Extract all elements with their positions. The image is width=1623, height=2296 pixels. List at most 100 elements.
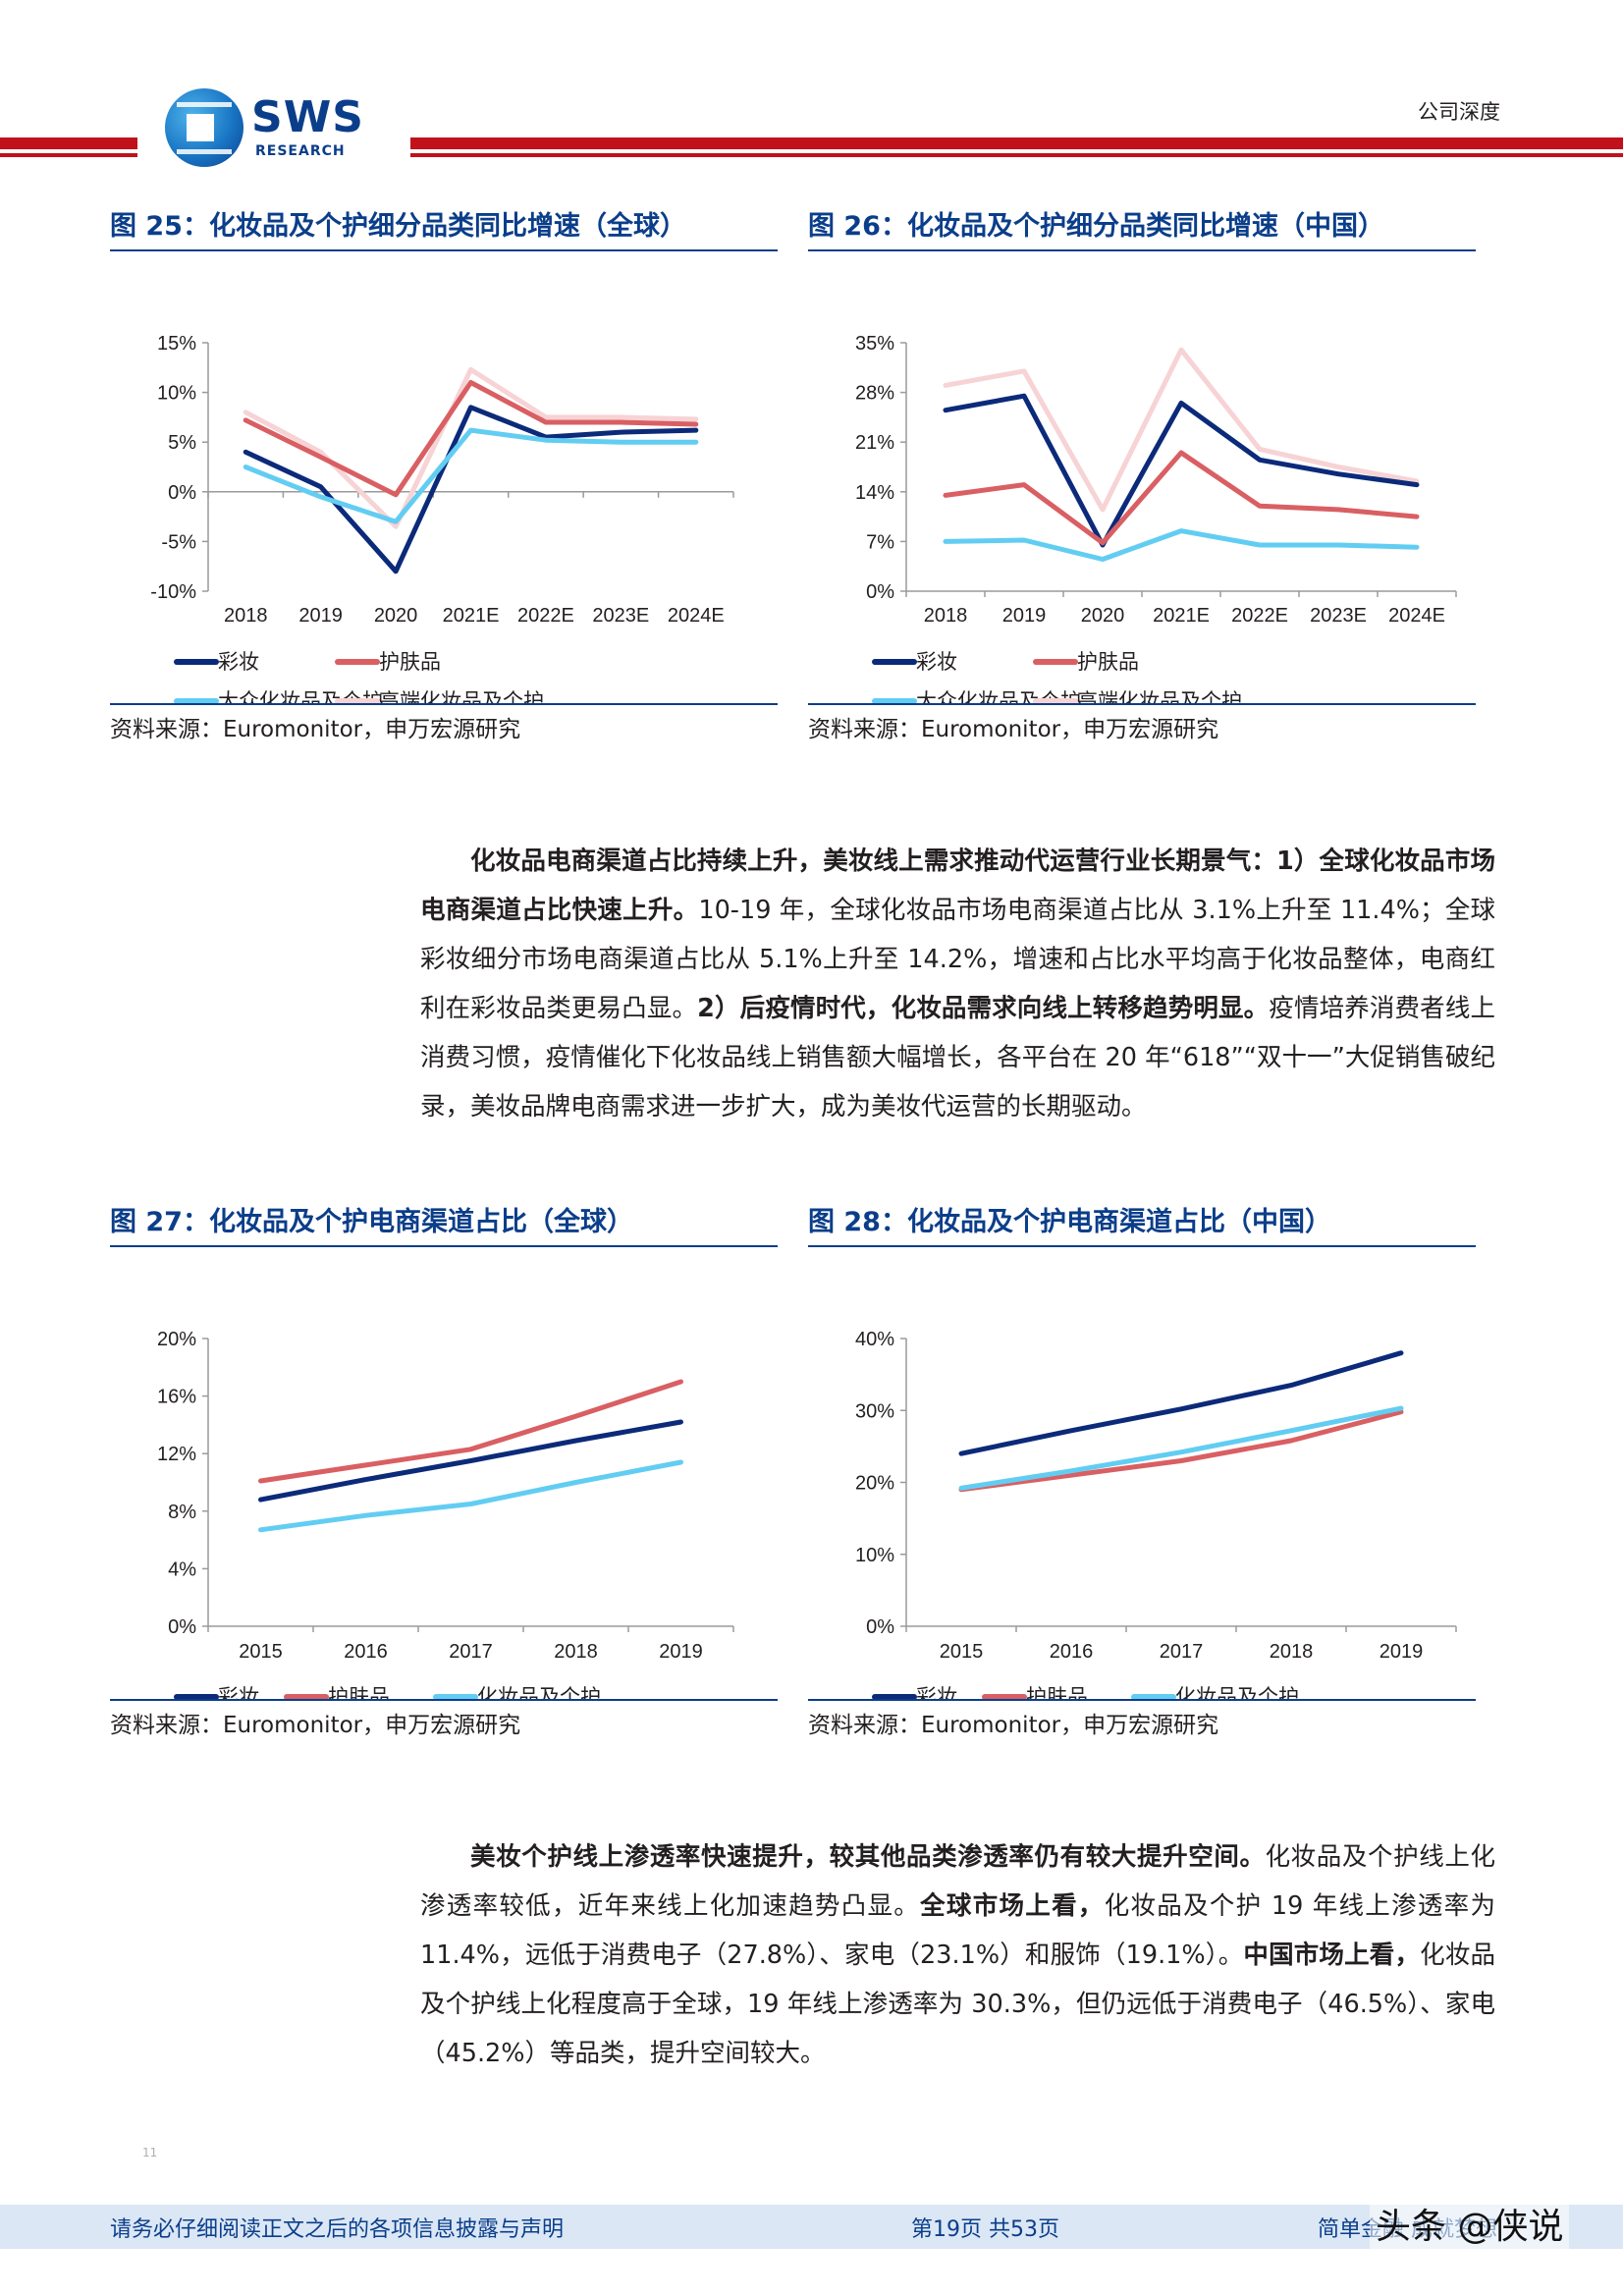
series-line-mass bbox=[943, 528, 1420, 562]
legend-label: 彩妆 bbox=[218, 650, 259, 674]
y-tick-label: 7% bbox=[866, 531, 894, 553]
line-chart: 40% 30% 20% 10% 0% 2015 2016 2017 2018 2019 彩妆 护肤品 化… bbox=[855, 1329, 1457, 1699]
x-tick-label: 2023E bbox=[592, 605, 649, 627]
y-tick-label: 30% bbox=[855, 1400, 894, 1422]
page-mark: 11 bbox=[142, 2146, 158, 2159]
series-line-makeup bbox=[958, 1350, 1404, 1456]
figure-28: 图 28：化妆品及个护电商渠道占比（中国） 40% 30% 20% 10% 0% 2015… bbox=[808, 1200, 1476, 1750]
y-tick-label: 0% bbox=[168, 482, 196, 504]
series-line-premium bbox=[243, 366, 699, 529]
legend-label: 护肤品 bbox=[379, 650, 441, 674]
x-tick-label: 2022E bbox=[1231, 605, 1288, 627]
x-tick-label: 2020 bbox=[374, 605, 418, 627]
footer-disclaimer: 请务必仔细阅读正文之后的各项信息披露与声明 bbox=[110, 2217, 565, 2242]
figure-source: 资料来源：Euromonitor，申万宏源研究 bbox=[808, 1699, 1476, 1750]
header-rule-right bbox=[410, 137, 1623, 149]
y-tick-label: 20% bbox=[157, 1329, 196, 1350]
figure-chart: 35% 28% 21% 14% 7% 0% 2018 2019 2020 2021E 2022E 20… bbox=[808, 251, 1476, 703]
y-tick-label: 35% bbox=[855, 333, 894, 355]
y-tick-label: 16% bbox=[157, 1387, 196, 1408]
figure-title: 图 27：化妆品及个护电商渠道占比（全球） bbox=[110, 1200, 778, 1247]
figure-source: 资料来源：Euromonitor，申万宏源研究 bbox=[110, 1699, 778, 1750]
y-tick-label: 8% bbox=[168, 1502, 196, 1523]
header-rule-left-thin bbox=[0, 153, 137, 157]
series-line-makeup bbox=[243, 405, 699, 574]
x-tick-label: 2019 bbox=[659, 1641, 703, 1663]
para-bold: 2）后疫情时代，化妆品需求向线上转移趋势明显。 bbox=[697, 994, 1270, 1023]
legend-label: 彩妆 bbox=[916, 650, 957, 674]
para-text: 化妆品及个护 19 年线上渗透率为 11.4%，远低于消费电子（27.8%）、家… bbox=[420, 1891, 1495, 1970]
figure-26: 图 26：化妆品及个护细分品类同比增速（中国） 35% 28% 21% 14% 7% 0%… bbox=[808, 204, 1476, 754]
y-tick-label: 0% bbox=[866, 1616, 894, 1638]
logo-wordmark: SWS bbox=[251, 92, 364, 142]
legend-label: 化妆品及个护 bbox=[1175, 1685, 1299, 1699]
x-tick-label: 2024E bbox=[1388, 605, 1445, 627]
legend-label: 彩妆 bbox=[218, 1685, 259, 1699]
figure-title: 图 26：化妆品及个护细分品类同比增速（中国） bbox=[808, 204, 1476, 251]
para-bold: 全球市场上看， bbox=[920, 1891, 1105, 1921]
y-tick-label: 4% bbox=[168, 1558, 196, 1580]
x-tick-label: 2016 bbox=[344, 1641, 388, 1663]
x-tick-label: 2022E bbox=[517, 605, 574, 627]
x-tick-label: 2016 bbox=[1050, 1641, 1094, 1663]
figure-title: 图 25：化妆品及个护细分品类同比增速（全球） bbox=[110, 204, 778, 251]
x-tick-label: 2024E bbox=[668, 605, 725, 627]
y-tick-label: 21% bbox=[855, 432, 894, 454]
x-tick-label: 2017 bbox=[449, 1641, 493, 1663]
legend-label: 高端化妆品及个护 bbox=[1077, 689, 1242, 703]
x-tick-label: 2023E bbox=[1310, 605, 1367, 627]
series-line-mass bbox=[258, 1459, 683, 1533]
y-tick-label: 0% bbox=[168, 1616, 196, 1638]
para-text: 疫情培养消费者线上消费习惯，疫情催化下化妆品线上销售额大幅增长，各平台在 20 … bbox=[420, 994, 1495, 1121]
series-line-makeup bbox=[258, 1419, 683, 1503]
y-tick-label: -5% bbox=[161, 531, 196, 553]
series-line-skincare bbox=[258, 1379, 683, 1484]
x-tick-label: 2015 bbox=[940, 1641, 984, 1663]
x-tick-label: 2018 bbox=[924, 605, 968, 627]
body-paragraph-2: 美妆个护线上渗透率快速提升，较其他品类渗透率仍有较大提升空间。化妆品及个护线上化… bbox=[420, 1832, 1495, 2078]
watermark: 头条 @侠说 bbox=[1370, 2198, 1570, 2249]
figure-title: 图 28：化妆品及个护电商渠道占比（中国） bbox=[808, 1200, 1476, 1247]
figure-27: 图 27：化妆品及个护电商渠道占比（全球） 20% 16% 12% 8% 4% 0% 201… bbox=[110, 1200, 778, 1750]
figure-chart: 40% 30% 20% 10% 0% 2015 2016 2017 2018 2019 彩妆 护肤品 化… bbox=[808, 1247, 1476, 1699]
globe-logo-icon bbox=[165, 88, 243, 167]
legend-label: 彩妆 bbox=[916, 1685, 957, 1699]
y-tick-label: -10% bbox=[150, 581, 196, 603]
line-chart: 20% 16% 12% 8% 4% 0% 2015 2016 2017 2018 2019 彩妆 护肤品… bbox=[157, 1329, 734, 1699]
legend-label: 护肤品 bbox=[1077, 650, 1139, 674]
footer-bar bbox=[0, 2205, 1623, 2249]
series-line-premium bbox=[943, 347, 1420, 513]
figure-source: 资料来源：Euromonitor，申万宏源研究 bbox=[808, 703, 1476, 754]
x-tick-label: 2019 bbox=[1380, 1641, 1424, 1663]
sws-logo: SWS RESEARCH bbox=[165, 88, 381, 167]
series-line-makeup bbox=[943, 393, 1420, 548]
figure-25: 图 25：化妆品及个护细分品类同比增速（全球） 15% 10% 5% 0% -5% -10… bbox=[110, 204, 778, 754]
figure-source: 资料来源：Euromonitor，申万宏源研究 bbox=[110, 703, 778, 754]
body-paragraph-1: 化妆品电商渠道占比持续上升，美妆线上需求推动代运营行业长期景气：1）全球化妆品市… bbox=[420, 837, 1495, 1131]
para-bold: 化妆品电商渠道占比持续上升，美妆线上需求推动代运营行业长期景气：1）全球化妆品市… bbox=[420, 847, 1495, 925]
y-tick-label: 40% bbox=[855, 1329, 894, 1350]
x-tick-label: 2020 bbox=[1081, 605, 1125, 627]
line-chart: 35% 28% 21% 14% 7% 0% 2018 2019 2020 2021E 2022E 20… bbox=[855, 333, 1457, 703]
y-tick-label: 28% bbox=[855, 383, 894, 405]
page-number: 第19页 共53页 bbox=[911, 2217, 1059, 2242]
series-line-mass bbox=[243, 427, 699, 524]
logo-subtitle: RESEARCH bbox=[255, 143, 346, 159]
x-tick-label: 2015 bbox=[239, 1641, 283, 1663]
header-rule-left bbox=[0, 137, 137, 149]
para-bold: 美妆个护线上渗透率快速提升，较其他品类渗透率仍有较大提升空间。 bbox=[470, 1842, 1266, 1872]
series-line-skincare bbox=[958, 1409, 1404, 1493]
y-tick-label: 0% bbox=[866, 581, 894, 603]
x-tick-label: 2019 bbox=[1002, 605, 1047, 627]
series-line-mass bbox=[958, 1405, 1404, 1491]
x-tick-label: 2019 bbox=[298, 605, 343, 627]
legend-label: 化妆品及个护 bbox=[477, 1685, 601, 1699]
figure-chart: 20% 16% 12% 8% 4% 0% 2015 2016 2017 2018 2019 彩妆 护肤品… bbox=[110, 1247, 778, 1699]
para-text: 化妆品及个护线上化渗透率较低，近年来线上化加速趋势凸显。 bbox=[420, 1842, 1495, 1921]
x-tick-label: 2017 bbox=[1160, 1641, 1204, 1663]
series-line-skincare bbox=[243, 380, 699, 498]
para-text: 10-19 年，全球化妆品市场电商渠道占比从 3.1%上升至 11.4%；全球彩… bbox=[420, 896, 1495, 1023]
x-tick-label: 2018 bbox=[1270, 1641, 1314, 1663]
para-bold: 中国市场上看， bbox=[1243, 1941, 1421, 1970]
y-tick-label: 12% bbox=[157, 1444, 196, 1465]
